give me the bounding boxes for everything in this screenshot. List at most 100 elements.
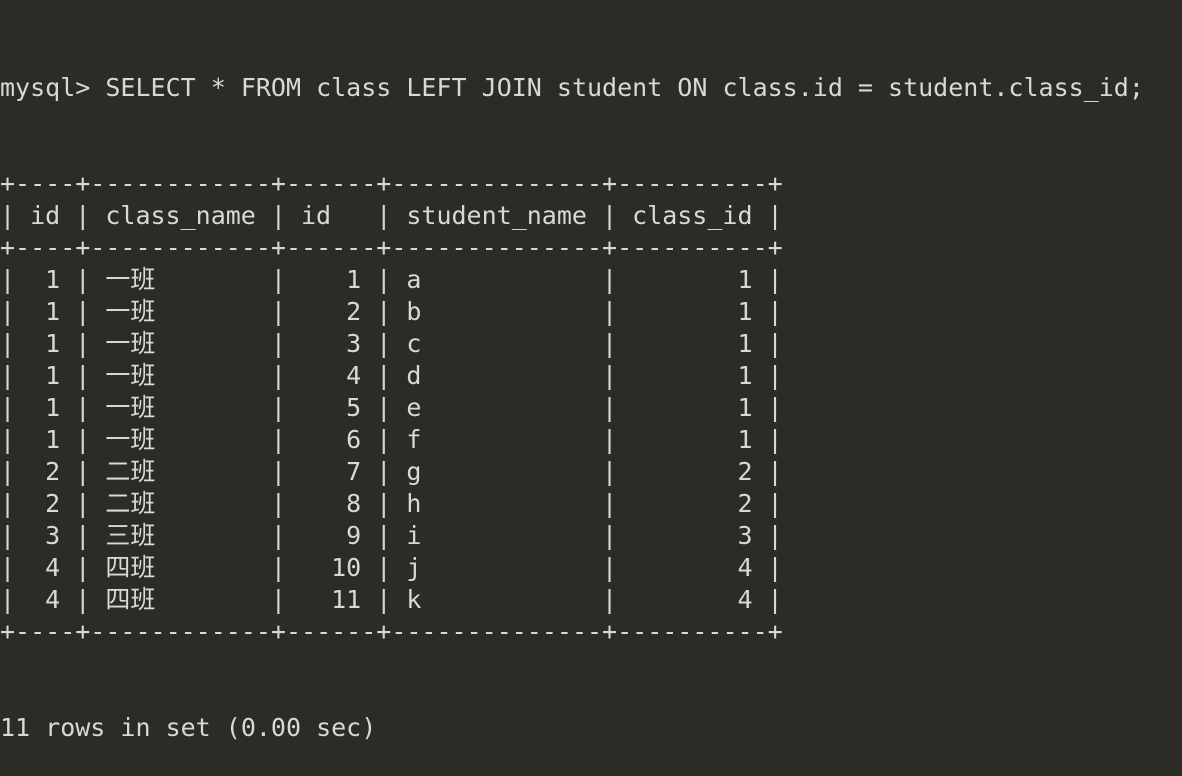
column-separator: | bbox=[75, 393, 91, 422]
table-cell: 5 bbox=[331, 393, 377, 422]
table-cell: 2 bbox=[722, 457, 768, 486]
table-cell: f bbox=[391, 425, 437, 454]
table-cell: j bbox=[391, 553, 437, 582]
column-separator: | bbox=[270, 489, 286, 518]
table-cell: 1 bbox=[722, 329, 768, 358]
column-separator: | bbox=[376, 489, 392, 518]
column-separator: | bbox=[767, 297, 783, 326]
table-row: | 1 | 一班 | 5 | e | 1 | bbox=[0, 392, 1144, 424]
table-cell: 10 bbox=[316, 553, 377, 582]
column-separator: | bbox=[270, 361, 286, 390]
table-cell: 4 bbox=[722, 553, 768, 582]
column-separator: | bbox=[767, 521, 783, 550]
table-row: | 1 | 一班 | 6 | f | 1 | bbox=[0, 424, 1144, 456]
table-row: | 4 | 四班 | 10 | j | 4 | bbox=[0, 552, 1144, 584]
column-separator: | bbox=[75, 489, 91, 518]
sql-command: SELECT * FROM class LEFT JOIN student ON… bbox=[105, 73, 1144, 102]
column-separator: | bbox=[376, 425, 392, 454]
table-border: +----+------------+------+--------------… bbox=[0, 233, 783, 262]
column-separator: | bbox=[602, 265, 618, 294]
table-row: | 3 | 三班 | 9 | i | 3 | bbox=[0, 520, 1144, 552]
table-cell: 三班 bbox=[90, 521, 171, 550]
table-cell: 6 bbox=[331, 425, 377, 454]
table-cell: 一班 bbox=[90, 329, 171, 358]
column-separator: | bbox=[767, 265, 783, 294]
table-cell: 一班 bbox=[90, 425, 171, 454]
column-separator: | bbox=[376, 265, 392, 294]
table-cell: g bbox=[391, 457, 437, 486]
column-separator: | bbox=[602, 425, 618, 454]
table-cell: 1 bbox=[722, 297, 768, 326]
column-separator: | bbox=[75, 329, 91, 358]
table-cell: 一班 bbox=[90, 297, 171, 326]
command-line: mysql> SELECT * FROM class LEFT JOIN stu… bbox=[0, 72, 1144, 104]
table-cell: 7 bbox=[331, 457, 377, 486]
column-separator: | bbox=[767, 393, 783, 422]
table-cell: 4 bbox=[722, 585, 768, 614]
table-row: | 2 | 二班 | 7 | g | 2 | bbox=[0, 456, 1144, 488]
table-border: +----+------------+------+--------------… bbox=[0, 169, 783, 198]
result-summary: 11 rows in set (0.00 sec) bbox=[0, 713, 377, 742]
column-separator: | bbox=[75, 553, 91, 582]
column-separator: | bbox=[270, 521, 286, 550]
table-cell: 3 bbox=[30, 521, 76, 550]
table-cell: 4 bbox=[331, 361, 377, 390]
column-separator: | bbox=[75, 425, 91, 454]
column-separator: | bbox=[270, 201, 286, 230]
column-separator: | bbox=[270, 329, 286, 358]
column-separator: | bbox=[270, 265, 286, 294]
table-cell: 1 bbox=[722, 265, 768, 294]
table-cell: 1 bbox=[722, 393, 768, 422]
table-row: | 1 | 一班 | 3 | c | 1 | bbox=[0, 328, 1144, 360]
column-separator: | bbox=[75, 521, 91, 550]
table-row: | 4 | 四班 | 11 | k | 4 | bbox=[0, 584, 1144, 616]
column-separator: | bbox=[0, 585, 16, 614]
column-separator: | bbox=[602, 489, 618, 518]
column-separator: | bbox=[602, 553, 618, 582]
column-separator: | bbox=[376, 297, 392, 326]
column-separator: | bbox=[75, 457, 91, 486]
table-cell: 一班 bbox=[90, 265, 171, 294]
column-separator: | bbox=[0, 489, 16, 518]
table-cell: 1 bbox=[30, 393, 76, 422]
table-cell: 二班 bbox=[90, 489, 171, 518]
result-table: +----+------------+------+--------------… bbox=[0, 168, 1144, 648]
table-cell: 1 bbox=[30, 329, 76, 358]
table-cell: 二班 bbox=[90, 457, 171, 486]
column-separator: | bbox=[767, 201, 783, 230]
table-cell: 1 bbox=[30, 425, 76, 454]
table-cell: 8 bbox=[331, 489, 377, 518]
column-separator: | bbox=[767, 361, 783, 390]
table-cell: 四班 bbox=[90, 553, 171, 582]
column-separator: | bbox=[75, 265, 91, 294]
table-cell: 4 bbox=[30, 553, 76, 582]
column-header: class_id bbox=[617, 201, 768, 230]
column-separator: | bbox=[0, 521, 16, 550]
table-cell: 2 bbox=[30, 489, 76, 518]
table-cell: k bbox=[391, 585, 437, 614]
table-row: | 2 | 二班 | 8 | h | 2 | bbox=[0, 488, 1144, 520]
table-cell: b bbox=[391, 297, 437, 326]
column-separator: | bbox=[0, 265, 16, 294]
column-separator: | bbox=[602, 361, 618, 390]
column-separator: | bbox=[767, 553, 783, 582]
column-separator: | bbox=[0, 297, 16, 326]
table-cell: 1 bbox=[722, 361, 768, 390]
column-separator: | bbox=[0, 201, 16, 230]
column-separator: | bbox=[767, 329, 783, 358]
column-separator: | bbox=[75, 585, 91, 614]
table-cell: 一班 bbox=[90, 393, 171, 422]
column-separator: | bbox=[270, 425, 286, 454]
column-separator: | bbox=[376, 457, 392, 486]
column-separator: | bbox=[602, 201, 618, 230]
column-separator: | bbox=[767, 489, 783, 518]
column-separator: | bbox=[270, 393, 286, 422]
table-cell: a bbox=[391, 265, 437, 294]
table-cell: 9 bbox=[331, 521, 377, 550]
table-cell: 2 bbox=[331, 297, 377, 326]
column-separator: | bbox=[767, 457, 783, 486]
table-cell: 11 bbox=[316, 585, 377, 614]
column-separator: | bbox=[602, 585, 618, 614]
table-cell: d bbox=[391, 361, 437, 390]
table-cell: 一班 bbox=[90, 361, 171, 390]
